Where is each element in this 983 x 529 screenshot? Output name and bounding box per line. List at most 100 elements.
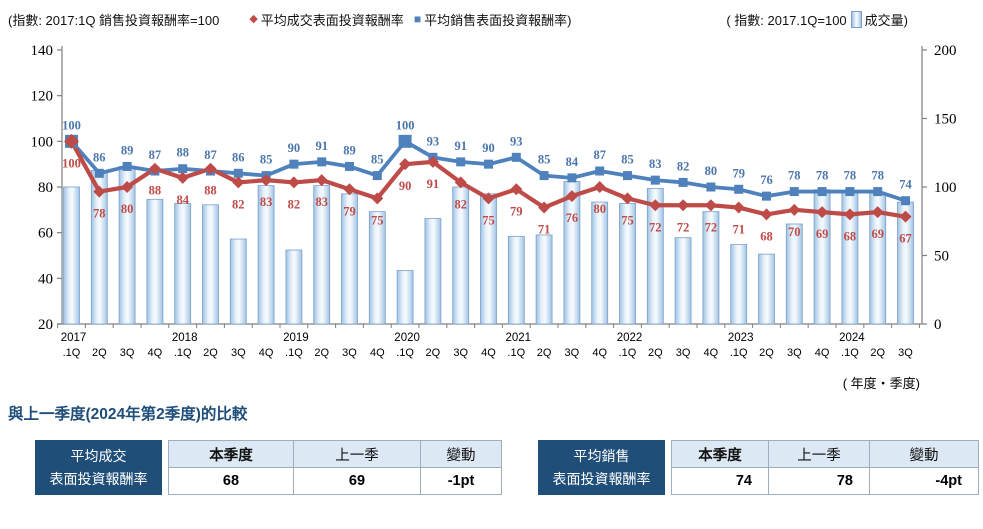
diamond-marker <box>593 181 606 193</box>
square-marker <box>873 187 883 197</box>
quarter-label: 3Q <box>453 347 468 359</box>
year-label: 2024 <box>839 332 865 344</box>
diamond-marker <box>732 201 745 214</box>
data-label: 67 <box>899 232 912 246</box>
quarter-label: 4Q <box>148 347 163 359</box>
data-label: 74 <box>899 178 912 192</box>
markers-diamond <box>64 133 912 223</box>
row-label-line1: 平均銷售 <box>573 448 630 465</box>
year-label: 2023 <box>728 332 754 344</box>
data-label: 100 <box>62 156 81 170</box>
volume-bar <box>229 238 247 325</box>
square-marker <box>706 182 716 192</box>
listing-grid: 本季度 上一季 變動 74 78 -4pt <box>671 440 979 495</box>
data-label: 78 <box>871 169 884 183</box>
data-label: 89 <box>343 143 356 157</box>
header-current-quarter: 本季度 <box>168 440 294 468</box>
data-label: 86 <box>93 150 106 164</box>
x-labels: .1Q 2017 2Q 3Q 4Q .1Q 2018 2Q 3Q 4Q .1Q 2019 2Q 3Q 4Q.… <box>61 332 920 391</box>
quarter-label: 4Q <box>259 347 274 359</box>
volume-bar <box>702 211 720 325</box>
quarter-label: 2Q <box>92 347 107 359</box>
data-label: 86 <box>232 150 245 164</box>
quarter-label: .1Q <box>619 347 637 359</box>
diamond-marker-icon: ◆ <box>249 12 258 25</box>
data-label: 100 <box>396 118 415 132</box>
quarter-label: .1Q <box>841 347 859 359</box>
diamond-marker <box>399 158 412 171</box>
square-marker <box>345 161 354 171</box>
volume-bar <box>396 270 414 325</box>
data-label: 80 <box>593 202 606 216</box>
volume-bar <box>63 186 80 325</box>
data-label: 71 <box>732 223 745 237</box>
volume-bar <box>591 201 609 325</box>
quarter-label: .1Q <box>285 347 303 359</box>
diamond-marker <box>260 174 273 187</box>
data-label: 100 <box>62 118 81 132</box>
data-label: 82 <box>232 197 245 211</box>
square-marker-icon: ■ <box>413 12 422 26</box>
diamond-marker <box>426 155 439 168</box>
left-axis-tick: 20 <box>38 317 53 333</box>
square-marker <box>650 175 660 185</box>
comparison-tables: 平均成交 表面投資報酬率 本季度 上一季 變動 68 69 -1pt 平均銷售 … <box>35 440 983 495</box>
right-axis-tick: 150 <box>934 112 957 128</box>
data-label: 85 <box>260 153 273 167</box>
volume-bar <box>785 223 803 325</box>
quarter-label: 3Q <box>676 347 691 359</box>
quarter-label: 3Q <box>120 347 135 359</box>
labels-diamond: 100 78 80 88 84 88 82 83 82 83 79 75 90 91 82 75 79 71 76 8… <box>62 156 912 245</box>
diamond-marker <box>760 208 773 221</box>
data-label: 90 <box>288 141 301 155</box>
quarter-label: .1Q <box>63 347 81 359</box>
left-axis-tick: 80 <box>38 180 53 196</box>
left-axis-tick: 40 <box>38 271 53 287</box>
square-marker <box>398 134 412 148</box>
axis-note: ( 年度・季度) <box>843 376 920 391</box>
volume-bar <box>202 204 219 325</box>
bar-marker-icon <box>850 10 862 28</box>
row-label-line2: 表面投資報酬率 <box>552 470 651 487</box>
year-label: 2019 <box>283 332 309 344</box>
diamond-marker <box>899 210 912 223</box>
diamond-marker <box>315 174 328 187</box>
diamond-marker <box>482 192 495 205</box>
data-label: 70 <box>788 225 801 239</box>
header-previous-quarter: 上一季 <box>768 440 870 468</box>
data-label: 87 <box>204 148 217 162</box>
square-marker <box>762 191 771 201</box>
volume-bar <box>674 237 692 325</box>
data-label: 68 <box>844 229 857 243</box>
quarter-label: 3Q <box>342 347 357 359</box>
transaction-change-value: -1pt <box>420 467 502 495</box>
year-label: 2022 <box>617 332 643 344</box>
data-label: 75 <box>371 213 384 227</box>
square-marker <box>317 157 327 167</box>
data-label: 90 <box>482 141 495 155</box>
data-label: 83 <box>649 157 662 171</box>
legend-series2-label: 平均銷售表面投資報酬率) <box>424 12 572 28</box>
quarter-label: 4Q <box>370 347 385 359</box>
data-label: 83 <box>315 195 328 209</box>
quarter-label: 3Q <box>787 347 802 359</box>
legend-series1-label: 平均成交表面投資報酬率 <box>260 12 404 28</box>
volume-bar <box>285 249 303 325</box>
data-label: 89 <box>121 143 134 157</box>
year-label: 2021 <box>506 332 532 344</box>
square-marker <box>484 159 493 169</box>
right-axis-tick: 100 <box>934 180 957 196</box>
data-label: 85 <box>538 153 551 167</box>
quarter-label: 2Q <box>314 347 329 359</box>
data-label: 91 <box>427 177 440 191</box>
data-label: 82 <box>677 159 690 173</box>
data-label: 87 <box>593 148 606 162</box>
quarter-label: .1Q <box>730 347 748 359</box>
legend-item-transaction: ◆ 平均成交表面投資報酬率 <box>249 10 403 29</box>
diamond-marker <box>148 162 161 175</box>
diamond-marker <box>64 133 79 149</box>
data-label: 79 <box>343 204 356 218</box>
quarter-label: 3Q <box>565 347 580 359</box>
data-label: 80 <box>121 202 134 216</box>
legend-item-listing: ■ 平均銷售表面投資報酬率) <box>414 10 572 29</box>
